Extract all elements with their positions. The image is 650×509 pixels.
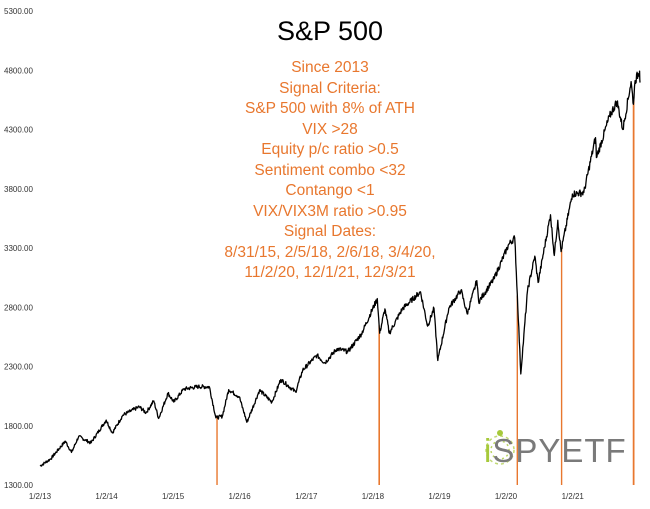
y-tick-label: 2300.00 xyxy=(4,363,33,372)
x-tick-label: 1/2/18 xyxy=(362,492,385,501)
annotation-line: S&P 500 with 8% of ATH xyxy=(244,100,415,117)
annotation-line: Signal Criteria: xyxy=(279,79,381,97)
y-tick-label: 1800.00 xyxy=(4,422,33,431)
signal-criteria-annotation: Since 2013 Signal Criteria: S&P 500 with… xyxy=(160,58,500,284)
annotation-line: VIX >28 xyxy=(302,120,358,138)
annotation-line: 8/31/15, 2/5/18, 2/6/18, 3/4/20, xyxy=(224,243,436,261)
y-tick-label: 2800.00 xyxy=(4,303,33,312)
x-tick-label: 1/2/13 xyxy=(29,492,52,501)
x-tick-label: 1/2/19 xyxy=(428,492,451,501)
ispyetf-watermark: iSPYETF xyxy=(484,422,627,482)
signal-lines xyxy=(216,99,635,485)
annotation-line: Signal Dates: xyxy=(283,223,377,240)
x-tick-label: 1/2/16 xyxy=(229,492,252,501)
annotation-line: Sentiment combo <32 xyxy=(254,161,406,179)
y-tick-label: 1300.00 xyxy=(4,481,33,490)
x-tick-label: 1/2/21 xyxy=(562,492,585,501)
annotation-line: Since 2013 xyxy=(291,59,369,76)
annotation-line: Equity p/c ratio >0.5 xyxy=(261,141,399,158)
annotation-line: 11/2/20, 12/1/21, 12/3/21 xyxy=(244,264,416,281)
sp500-price-line xyxy=(39,70,641,467)
x-tick-label: 1/2/14 xyxy=(95,492,118,501)
y-tick-label: 3300.00 xyxy=(4,244,33,253)
y-axis-ticks: 1300.00 1800.00 2300.00 2800.00 3300.00 3800.… xyxy=(4,7,33,490)
annotation-line: VIX/VIX3M ratio >0.95 xyxy=(253,202,407,220)
logo-wordmark: iSPYETF xyxy=(484,432,627,469)
y-tick-label: 4300.00 xyxy=(4,126,33,135)
x-tick-label: 1/2/17 xyxy=(295,492,318,501)
logo-swirl-icon xyxy=(485,430,515,465)
y-tick-label: 4800.00 xyxy=(4,66,33,75)
y-tick-label: 5300.00 xyxy=(4,7,33,16)
chart-title: S&P 500 xyxy=(276,16,384,46)
y-tick-label: 3800.00 xyxy=(4,185,33,194)
x-axis-ticks: 1/2/13 1/2/14 1/2/15 1/2/16 1/2/17 1/2/18 1/2/… xyxy=(29,492,585,501)
annotation-line: Contango <1 xyxy=(285,182,375,199)
x-tick-label: 1/2/15 xyxy=(162,492,185,501)
x-tick-label: 1/2/20 xyxy=(495,492,518,501)
